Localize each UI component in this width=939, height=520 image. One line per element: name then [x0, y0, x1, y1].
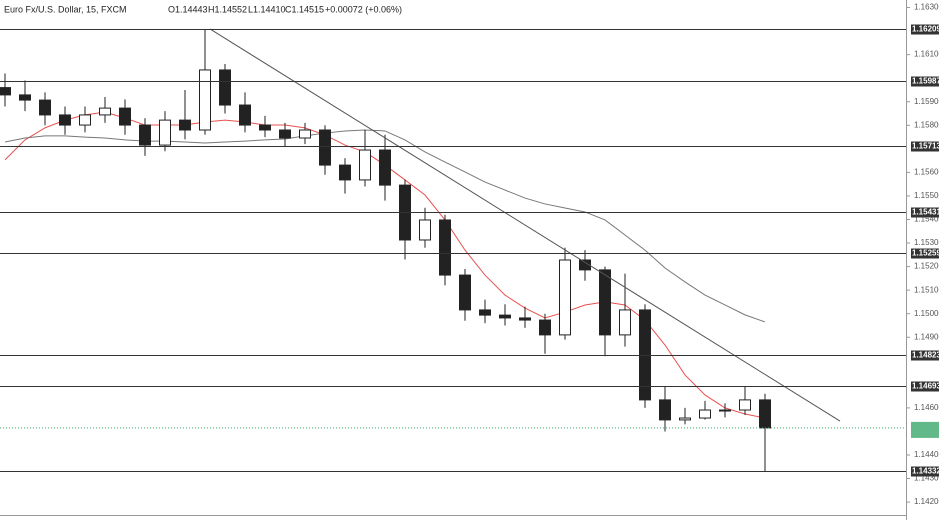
low: L1.14410: [248, 4, 286, 14]
y-tick-label: 1.15500: [914, 191, 939, 200]
level-label-bg: [911, 141, 939, 152]
y-tick-label: 1.15300: [914, 238, 939, 247]
candle-body: [579, 259, 591, 271]
candle-body: [419, 219, 431, 241]
level-label-bg: [911, 24, 939, 35]
high: H1.14552: [208, 4, 247, 14]
candle-body: [659, 399, 671, 421]
candle-body: [219, 69, 231, 106]
level-label: 1.15987: [912, 77, 939, 86]
candle-body: [599, 269, 611, 336]
candle-body: [319, 129, 331, 166]
y-tick-label: 1.16100: [914, 50, 939, 59]
candle-body: [299, 129, 311, 139]
candle-body: [179, 119, 191, 131]
y-tick-label: 1.16300: [914, 3, 939, 12]
y-tick-label: 1.14600: [914, 403, 939, 412]
candle-body: [99, 107, 111, 116]
level-label-bg: [911, 466, 939, 477]
candle-body: [359, 149, 371, 181]
candle-body: [59, 114, 71, 126]
y-tick-label: 1.15600: [914, 168, 939, 177]
candle-body: [439, 219, 451, 276]
y-tick-label: 1.15100: [914, 285, 939, 294]
level-label: 1.15259: [912, 249, 939, 258]
level-label-bg: [911, 207, 939, 218]
candle-body: [759, 399, 771, 429]
candle-body: [39, 99, 51, 116]
level-label-bg: [911, 76, 939, 87]
candle-body: [119, 107, 131, 126]
candle-body: [739, 399, 751, 411]
level-label-bg: [911, 381, 939, 392]
y-tick-label: 1.15000: [914, 309, 939, 318]
y-tick-label: 1.14900: [914, 332, 939, 341]
level-label: 1.14823: [912, 351, 939, 360]
header-bg: [0, 3, 400, 17]
candle-body: [719, 409, 731, 412]
candle-body: [499, 314, 511, 319]
candle-body: [0, 87, 11, 96]
moving-average: [4, 129, 766, 323]
change: +0.00072 (+0.06%): [325, 4, 402, 14]
candle-body: [239, 104, 251, 126]
candle-body: [679, 417, 691, 421]
level-label: 1.14693: [912, 382, 939, 391]
symbol: Euro Fx/U.S. Dollar, 15, FXCM: [4, 4, 127, 14]
y-tick-label: 1.15400: [914, 215, 939, 224]
y-tick-label: 1.15200: [914, 262, 939, 271]
candle-body: [259, 124, 271, 131]
y-tick-label: 1.15800: [914, 120, 939, 129]
candle-body: [279, 129, 291, 139]
level-label: 1.14332: [912, 467, 939, 476]
level-label-bg: [911, 248, 939, 259]
y-tick-label: 1.15900: [914, 97, 939, 106]
level-label: 1.16209: [912, 25, 939, 34]
y-tick-label: 1.14200: [914, 497, 939, 506]
last-price-marker: [911, 421, 939, 438]
level-label: 1.15713: [912, 142, 939, 151]
candle-body: [559, 259, 571, 336]
candle-body: [199, 69, 211, 131]
candle-body: [619, 309, 631, 336]
candle-body: [459, 274, 471, 311]
candle-body: [139, 124, 151, 146]
level-label-bg: [911, 350, 939, 361]
candle-body: [379, 149, 391, 186]
candle-body: [699, 409, 711, 419]
candle-body: [159, 119, 171, 146]
candle-body: [539, 319, 551, 336]
y-tick-label: 1.14300: [914, 474, 939, 483]
open: O1.14443: [168, 4, 208, 14]
y-tick-label: 1.14400: [914, 450, 939, 459]
candle-body: [79, 114, 91, 126]
level-label: 1.15431: [912, 208, 939, 217]
candle-body: [519, 317, 531, 321]
candle-body: [639, 309, 651, 401]
candle-body: [479, 309, 491, 316]
candle-body: [339, 164, 351, 181]
candle-body: [19, 94, 31, 101]
close: C1.14515: [285, 4, 324, 14]
